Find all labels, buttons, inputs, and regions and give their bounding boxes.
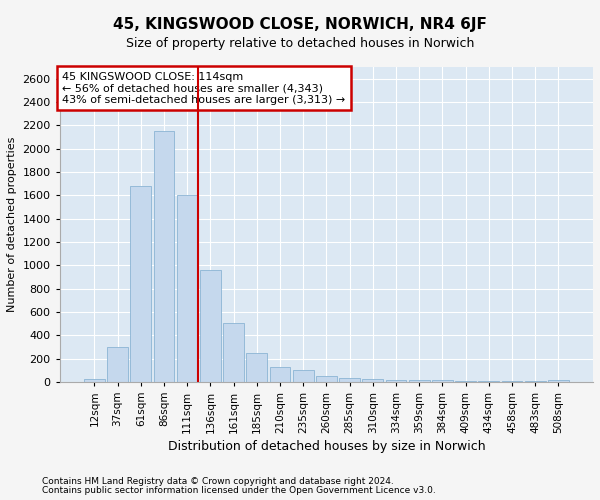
Bar — [84, 379, 105, 382]
Text: Contains public sector information licensed under the Open Government Licence v3: Contains public sector information licen… — [42, 486, 436, 495]
Bar — [130, 186, 151, 382]
Bar — [269, 368, 290, 382]
Bar — [247, 354, 267, 382]
Bar — [362, 379, 383, 382]
Bar — [478, 380, 499, 382]
Bar — [525, 381, 545, 382]
Bar — [107, 347, 128, 382]
Bar — [502, 381, 523, 382]
Text: 45, KINGSWOOD CLOSE, NORWICH, NR4 6JF: 45, KINGSWOOD CLOSE, NORWICH, NR4 6JF — [113, 18, 487, 32]
Bar — [154, 131, 175, 382]
Bar — [455, 380, 476, 382]
Bar — [409, 380, 430, 382]
Bar — [200, 270, 221, 382]
Bar — [293, 370, 314, 382]
Bar — [339, 378, 360, 382]
Bar — [223, 323, 244, 382]
Y-axis label: Number of detached properties: Number of detached properties — [7, 137, 17, 312]
Text: Contains HM Land Registry data © Crown copyright and database right 2024.: Contains HM Land Registry data © Crown c… — [42, 477, 394, 486]
X-axis label: Distribution of detached houses by size in Norwich: Distribution of detached houses by size … — [167, 440, 485, 453]
Bar — [432, 380, 453, 382]
Text: 45 KINGSWOOD CLOSE: 114sqm
← 56% of detached houses are smaller (4,343)
43% of s: 45 KINGSWOOD CLOSE: 114sqm ← 56% of deta… — [62, 72, 346, 105]
Bar — [177, 196, 197, 382]
Bar — [386, 380, 406, 382]
Bar — [316, 376, 337, 382]
Bar — [548, 380, 569, 382]
Text: Size of property relative to detached houses in Norwich: Size of property relative to detached ho… — [126, 38, 474, 51]
